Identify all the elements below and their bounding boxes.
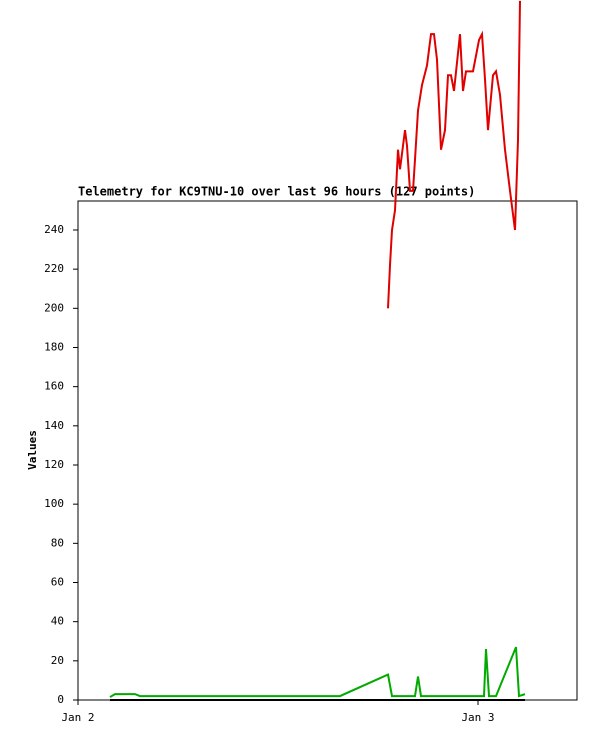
y-tick-label: 120 xyxy=(44,458,64,471)
series-line xyxy=(109,646,526,698)
y-tick-label: 60 xyxy=(51,575,64,588)
y-tick-label: 160 xyxy=(44,380,64,393)
y-tick-label: 140 xyxy=(44,419,64,432)
y-tick-label: 0 xyxy=(57,693,64,706)
series-line xyxy=(387,0,521,309)
y-tick-label: 40 xyxy=(51,615,64,628)
y-tick-label: 240 xyxy=(44,223,64,236)
y-axis-label: Values xyxy=(26,430,39,470)
y-tick-label: 100 xyxy=(44,497,64,510)
plot-frame xyxy=(77,200,578,701)
y-tick-label: 20 xyxy=(51,654,64,667)
chart-title: Telemetry for KC9TNU-10 over last 96 hou… xyxy=(78,185,475,199)
y-tick-label: 200 xyxy=(44,301,64,314)
x-tick-label: Jan 2 xyxy=(61,711,94,724)
y-tick-label: 80 xyxy=(51,536,64,549)
x-tick-label: Jan 3 xyxy=(461,711,494,724)
y-tick-label: 180 xyxy=(44,340,64,353)
y-tick-label: 220 xyxy=(44,262,64,275)
